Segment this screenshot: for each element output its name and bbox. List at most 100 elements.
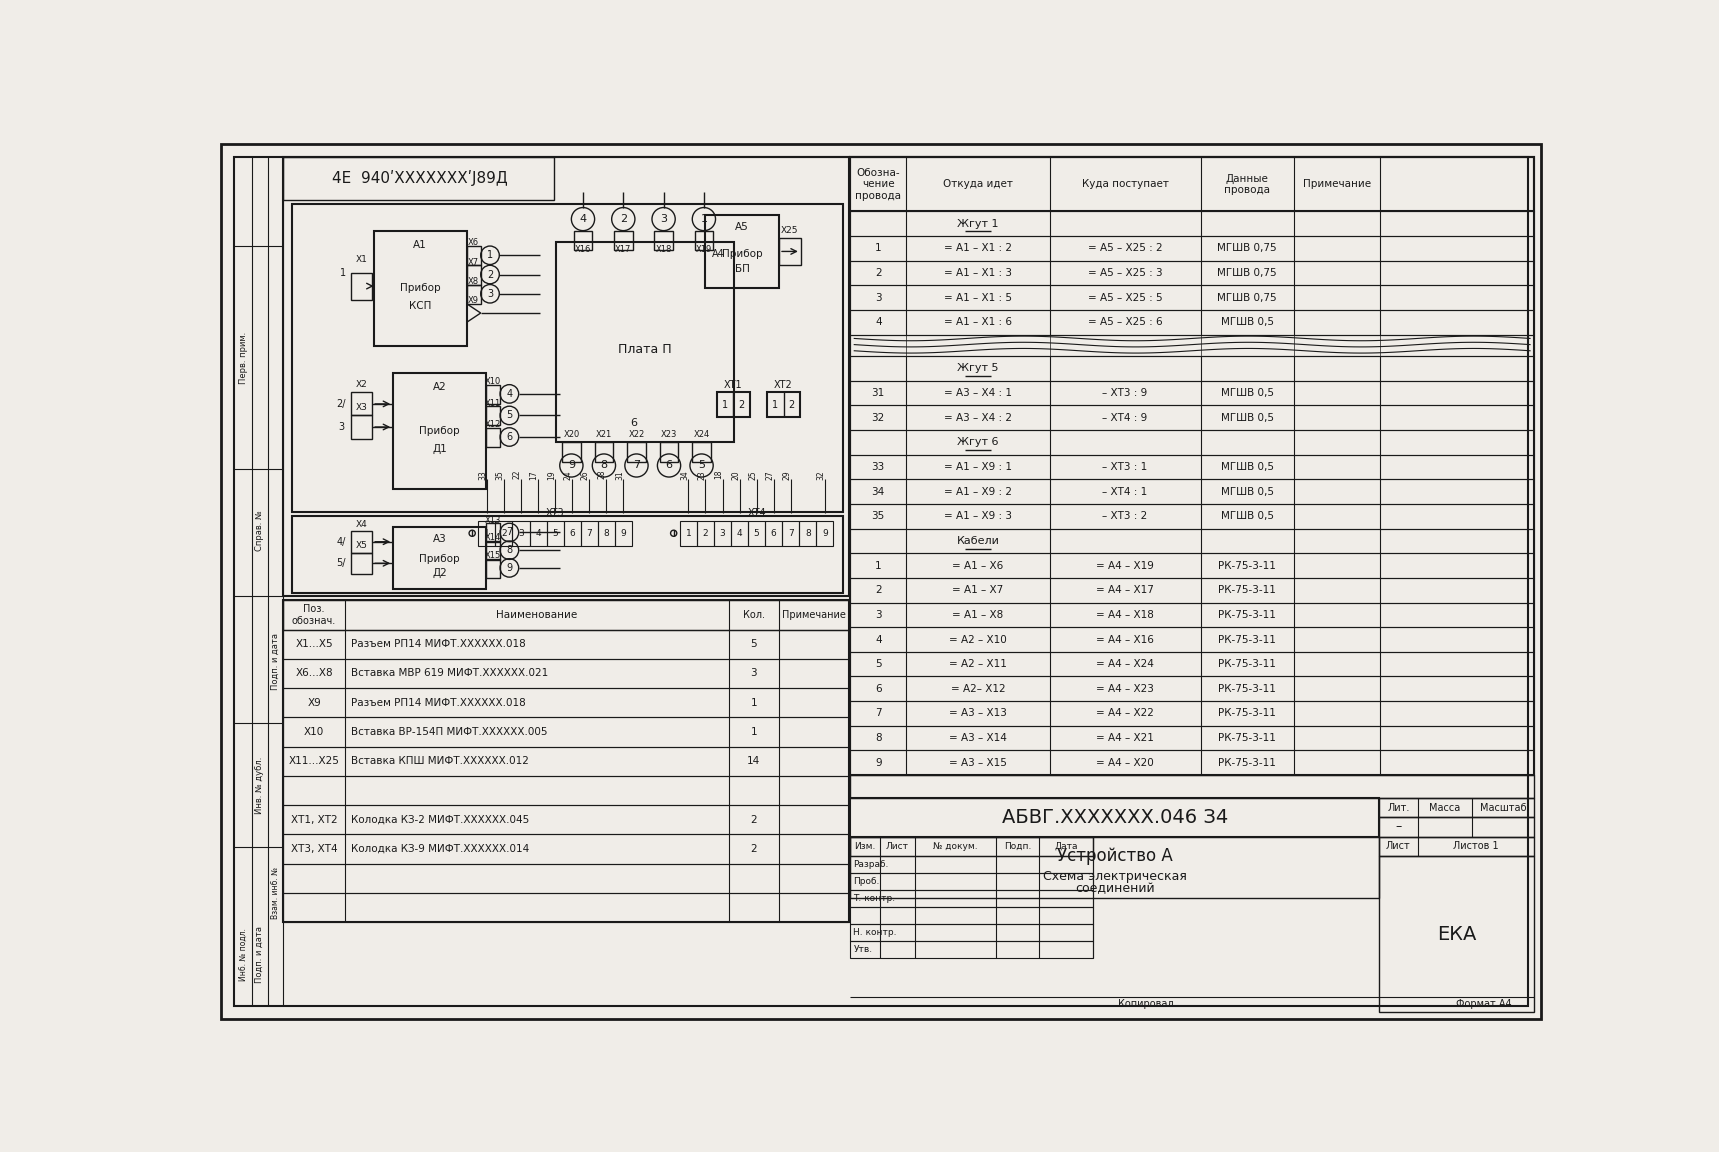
Text: Х2: Х2 — [356, 380, 368, 389]
Text: 3: 3 — [660, 214, 667, 225]
Text: – ХТ3 : 9: – ХТ3 : 9 — [1102, 388, 1148, 399]
Text: Прибор: Прибор — [401, 283, 440, 294]
Text: 14: 14 — [748, 756, 760, 766]
Bar — [851, 503, 1533, 529]
Text: = А2 – Х10: = А2 – Х10 — [949, 635, 1007, 644]
Text: = А1 – Х8: = А1 – Х8 — [952, 609, 1004, 620]
Bar — [705, 215, 779, 288]
Text: Х11: Х11 — [485, 399, 502, 408]
Text: Х4: Х4 — [356, 520, 368, 529]
Text: Х21: Х21 — [596, 430, 612, 439]
Text: = А4 – Х23: = А4 – Х23 — [1097, 684, 1153, 694]
Bar — [851, 676, 1533, 702]
Text: № докум.: № докум. — [933, 842, 978, 851]
Text: МГШВ 0,5: МГШВ 0,5 — [1220, 388, 1274, 399]
Bar — [478, 521, 495, 546]
Text: Х5: Х5 — [356, 541, 368, 550]
Text: ЕКА: ЕКА — [1437, 925, 1477, 943]
Text: 31: 31 — [872, 388, 885, 399]
Text: 2: 2 — [737, 400, 744, 410]
Text: А4: А4 — [712, 249, 725, 259]
Text: 7: 7 — [507, 528, 512, 538]
Text: = А1 – Х9 : 1: = А1 – Х9 : 1 — [944, 462, 1012, 472]
Text: Разраб.: Разраб. — [853, 859, 889, 869]
Text: А5: А5 — [736, 222, 749, 232]
Text: МГШВ 0,75: МГШВ 0,75 — [1217, 243, 1277, 253]
Bar — [468, 265, 481, 285]
Text: 33: 33 — [478, 470, 488, 479]
Text: Копировал: Копировал — [1117, 1000, 1174, 1009]
Text: 34: 34 — [872, 486, 885, 497]
Text: 26: 26 — [581, 470, 590, 479]
Text: 25: 25 — [748, 470, 758, 479]
Bar — [615, 521, 633, 546]
Text: Подп. и дата: Подп. и дата — [256, 926, 265, 983]
Text: РК-75-3-11: РК-75-3-11 — [1219, 585, 1275, 596]
Bar — [284, 688, 849, 718]
Bar — [851, 907, 1093, 924]
Text: = А1 – Х1 : 2: = А1 – Х1 : 2 — [944, 243, 1012, 253]
Text: КСП: КСП — [409, 301, 431, 311]
Bar — [1379, 836, 1533, 856]
Text: Х16: Х16 — [574, 245, 591, 255]
Text: 1: 1 — [751, 727, 756, 737]
Text: 2: 2 — [486, 270, 493, 280]
Text: АБВГ.XXXXXXX.046 З4: АБВГ.XXXXXXX.046 З4 — [1002, 808, 1227, 827]
Text: МГШВ 0,5: МГШВ 0,5 — [1220, 412, 1274, 423]
Text: 1: 1 — [722, 400, 727, 410]
Text: Х8: Х8 — [468, 276, 480, 286]
Text: Перв. прим.: Перв. прим. — [239, 332, 248, 384]
Text: Х25: Х25 — [780, 226, 799, 235]
Bar — [851, 578, 1533, 602]
Bar — [351, 553, 373, 574]
Text: 3: 3 — [875, 609, 882, 620]
Text: = А5 – Х25 : 3: = А5 – Х25 : 3 — [1088, 268, 1162, 278]
Bar — [351, 273, 373, 300]
Text: ХТ1: ХТ1 — [724, 380, 743, 389]
Text: = А1 – Х1 : 3: = А1 – Х1 : 3 — [944, 268, 1012, 278]
Text: 1: 1 — [751, 698, 756, 707]
Text: = А5 – Х25 : 6: = А5 – Х25 : 6 — [1088, 317, 1162, 327]
Text: Дата: Дата — [1054, 842, 1078, 851]
Text: Жгут 6: Жгут 6 — [957, 438, 999, 447]
Text: МГШВ 0,5: МГШВ 0,5 — [1220, 511, 1274, 522]
Text: = А1 – Х7: = А1 – Х7 — [952, 585, 1004, 596]
Text: Взам. инб. №: Взам. инб. № — [272, 866, 280, 919]
Text: 9: 9 — [507, 563, 512, 573]
Text: 7: 7 — [633, 461, 639, 470]
Text: 31: 31 — [615, 470, 624, 479]
Bar — [851, 529, 1533, 553]
Text: Жгут 1: Жгут 1 — [957, 219, 999, 229]
Text: Разъем РП14 МИФТ.XXXXXX.018: Разъем РП14 МИФТ.XXXXXX.018 — [351, 698, 526, 707]
Text: 6: 6 — [569, 529, 576, 538]
Bar — [351, 416, 373, 439]
Bar — [555, 242, 734, 442]
Text: Д2: Д2 — [431, 568, 447, 578]
Bar — [851, 750, 1533, 775]
Text: 4: 4 — [579, 214, 586, 225]
Bar — [851, 652, 1533, 676]
Text: РК-75-3-11: РК-75-3-11 — [1219, 635, 1275, 644]
Text: Разъем РП14 МИФТ.XXXXXX.018: Разъем РП14 МИФТ.XXXXXX.018 — [351, 639, 526, 649]
Text: 2: 2 — [789, 400, 794, 410]
Text: 2: 2 — [751, 844, 756, 854]
Bar — [851, 889, 1093, 907]
Text: Х13: Х13 — [485, 516, 502, 524]
Bar — [782, 521, 799, 546]
Bar — [694, 230, 713, 250]
Text: 33: 33 — [872, 462, 885, 472]
Text: Лист: Лист — [885, 842, 909, 851]
Bar — [512, 521, 529, 546]
Text: Х15: Х15 — [485, 551, 502, 560]
Text: Утв.: Утв. — [853, 945, 873, 954]
Text: Х10: Х10 — [485, 377, 502, 386]
Text: Плата П: Плата П — [619, 343, 672, 356]
Text: Кабели: Кабели — [956, 536, 999, 546]
Text: Х6...Х8: Х6...Х8 — [296, 668, 333, 679]
Text: Колодка КЗ-9 МИФТ.XXXXXX.014: Колодка КЗ-9 МИФТ.XXXXXX.014 — [351, 844, 529, 854]
Bar — [1379, 798, 1533, 818]
Bar — [564, 521, 581, 546]
Bar — [581, 521, 598, 546]
Text: Х17: Х17 — [615, 245, 631, 255]
Text: Инб. № подл.: Инб. № подл. — [239, 929, 248, 980]
